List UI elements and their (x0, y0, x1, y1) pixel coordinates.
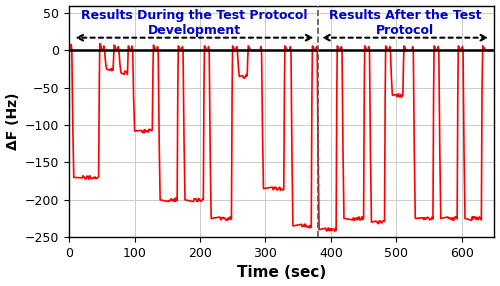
Y-axis label: ΔF (Hz): ΔF (Hz) (6, 93, 20, 150)
Text: Results After the Test
Protocol: Results After the Test Protocol (329, 9, 482, 37)
Text: Results During the Test Protocol
Development: Results During the Test Protocol Develop… (81, 9, 308, 37)
X-axis label: Time (sec): Time (sec) (237, 265, 326, 281)
